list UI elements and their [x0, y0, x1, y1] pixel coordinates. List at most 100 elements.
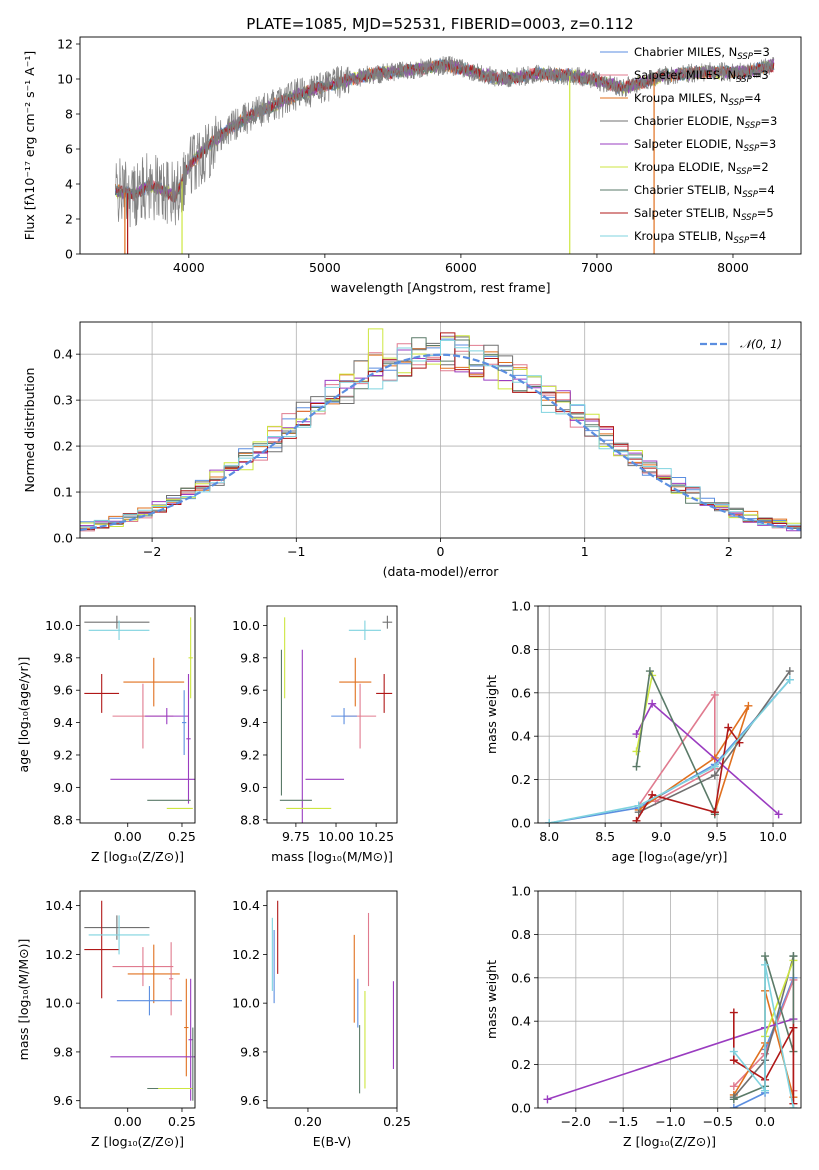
- y-tick-label: 8.8: [53, 812, 73, 827]
- y-tick-label: 9.2: [53, 747, 73, 762]
- weight-vs-z-panel: −2.0 −1.5 −1.0 −0.5 0.0 0.0 0.2 0.4 0.6 0.8 1.0 Z […: [484, 884, 802, 1149]
- y-tick-label: 9.8: [240, 1044, 260, 1059]
- x-tick-label: −1: [287, 544, 305, 559]
- series-marker: [729, 1008, 738, 1017]
- x-tick-label: 9.5: [707, 829, 727, 844]
- series-marker: [735, 738, 744, 747]
- y-tick-label: 0.8: [511, 927, 531, 942]
- series-marker: [634, 801, 643, 810]
- error-bar-group: [271, 900, 394, 1094]
- x-axis-label: Z [log₁₀(Z/Z⊙)]: [91, 1134, 184, 1149]
- series-marker: [710, 690, 719, 699]
- series-marker: [785, 667, 794, 676]
- legend-entry: Kroupa ELODIE, NSSP=2: [634, 160, 769, 177]
- normal-distribution-curve: [80, 353, 801, 531]
- x-axis-label: mass [log₁₀(M/M⊙)]: [271, 849, 393, 864]
- x-tick-label: 8000: [717, 260, 749, 275]
- x-tick-label: 0.20: [294, 1114, 322, 1129]
- legend-entry: Kroupa MILES, NSSP=4: [634, 91, 761, 108]
- series-marker: [789, 1104, 798, 1108]
- y-tick-label: 0.4: [511, 729, 531, 744]
- y-tick-label: 0.2: [53, 439, 73, 454]
- data-point: [168, 942, 174, 1016]
- x-tick-label: 10.25: [358, 829, 394, 844]
- y-tick-label: 1.0: [511, 599, 531, 614]
- y-axis-label: mass weight: [484, 675, 499, 754]
- y-tick-label: 0.2: [511, 1057, 531, 1072]
- series-marker: [645, 667, 654, 676]
- y-tick-label: 9.6: [240, 683, 260, 698]
- legend-entry: Salpeter MILES, NSSP=3: [634, 68, 769, 85]
- data-point: [339, 657, 372, 707]
- series-group: [545, 667, 794, 823]
- x-axis-label: Z [log₁₀(Z/Z⊙)]: [623, 1134, 716, 1149]
- error-bar-group: [279, 615, 393, 823]
- x-axis-label: wavelength [Angstrom, rest frame]: [330, 280, 550, 295]
- x-tick-label: −1.0: [655, 1114, 685, 1129]
- y-tick-label: 0.0: [511, 816, 531, 831]
- x-axis-label: Z [log₁₀(Z/Z⊙)]: [91, 849, 184, 864]
- series-marker: [710, 808, 719, 817]
- data-point: [84, 900, 120, 999]
- y-tick-label: 8.8: [240, 812, 260, 827]
- axes-frame: [79, 890, 196, 1109]
- x-tick-label: 0.00: [114, 1114, 142, 1129]
- x-axis-label: E(B-V): [313, 1134, 352, 1149]
- x-tick-label: 9.0: [651, 829, 671, 844]
- y-tick-label: 0.3: [53, 393, 73, 408]
- y-tick-label: 9.2: [240, 747, 260, 762]
- y-tick-label: 8: [65, 107, 73, 122]
- y-tick-label: 10.2: [232, 947, 260, 962]
- series-marker: [761, 960, 770, 969]
- axes-frame: [266, 605, 398, 824]
- y-axis-label: mass [log₁₀(M/M⊙)]: [16, 939, 31, 1061]
- data-point: [116, 986, 182, 1016]
- series-line: [733, 964, 795, 1108]
- x-tick-label: 5000: [309, 260, 341, 275]
- x-axis-label: (data-model)/error: [383, 564, 500, 579]
- series-marker: [632, 762, 641, 771]
- y-tick-label: 10.4: [45, 898, 73, 913]
- y-tick-label: 9.4: [240, 715, 260, 730]
- x-tick-label: −1.5: [608, 1114, 638, 1129]
- mass-vs-ebv-panel: 0.20 0.25 9.6 9.8 10.0 10.2 10.4 E(B-V): [232, 890, 411, 1149]
- figure-title: PLATE=1085, MJD=52531, FIBERID=0003, z=0…: [246, 15, 633, 33]
- x-tick-label: 8.0: [539, 829, 559, 844]
- y-tick-label: 0.6: [511, 970, 531, 985]
- series-marker: [789, 952, 798, 961]
- y-tick-label: 2: [65, 212, 73, 227]
- axes-frame: [79, 605, 196, 824]
- y-tick-label: 12: [57, 37, 73, 52]
- data-point: [376, 674, 393, 713]
- series-group: [543, 952, 798, 1108]
- axes-frame: [79, 321, 802, 539]
- data-point: [112, 947, 174, 987]
- legend-label-normal: 𝒩(0, 1): [740, 337, 782, 351]
- data-point: [186, 674, 191, 804]
- axes-frame: [266, 890, 398, 1109]
- series-line: [549, 679, 791, 823]
- error-bar-group: [84, 615, 195, 809]
- series-marker: [761, 1086, 770, 1095]
- y-tick-label: 9.6: [53, 1093, 73, 1108]
- y-tick-label: 0: [65, 247, 73, 262]
- data-point: [88, 620, 150, 641]
- series-marker: [632, 816, 641, 823]
- y-tick-label: 0.0: [511, 1101, 531, 1116]
- data-point: [84, 674, 120, 713]
- series-marker: [724, 723, 733, 732]
- axes-frame: [79, 36, 802, 255]
- y-tick-label: 9.0: [53, 780, 73, 795]
- x-tick-label: 0.0: [755, 1114, 775, 1129]
- series-marker: [729, 1082, 738, 1091]
- y-tick-label: 0.0: [53, 531, 73, 546]
- y-tick-label: 9.8: [53, 650, 73, 665]
- x-axis-label: age [log₁₀(age/yr)]: [612, 849, 728, 864]
- y-tick-label: 0.4: [53, 347, 73, 362]
- y-tick-label: 10.0: [45, 618, 73, 633]
- x-tick-label: 10.00: [318, 829, 354, 844]
- residual-histogram-step: [80, 339, 801, 528]
- data-point: [184, 978, 189, 1077]
- data-point: [331, 708, 357, 725]
